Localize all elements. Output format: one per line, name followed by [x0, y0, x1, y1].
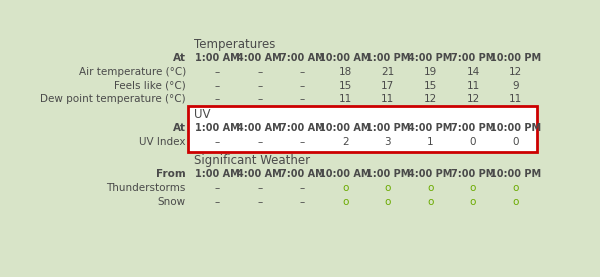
Text: 10:00 PM: 10:00 PM — [490, 123, 541, 133]
Text: UV Index: UV Index — [139, 137, 186, 147]
Text: 10:00 PM: 10:00 PM — [490, 53, 541, 63]
Text: 3: 3 — [385, 137, 391, 147]
Text: –: – — [257, 94, 262, 104]
Text: 12: 12 — [509, 67, 522, 77]
Text: 12: 12 — [466, 94, 479, 104]
Text: 1:00 AM: 1:00 AM — [195, 123, 239, 133]
Text: –: – — [215, 67, 220, 77]
Text: –: – — [215, 197, 220, 207]
Text: –: – — [300, 183, 305, 193]
Text: o: o — [427, 197, 434, 207]
Text: 19: 19 — [424, 67, 437, 77]
Text: Temperatures: Temperatures — [194, 37, 275, 50]
Text: 15: 15 — [424, 81, 437, 91]
Text: 11: 11 — [381, 94, 394, 104]
Text: 10:00 AM: 10:00 AM — [319, 123, 371, 133]
Text: 12: 12 — [424, 94, 437, 104]
Text: 7:00 AM: 7:00 AM — [280, 123, 325, 133]
Text: 1:00 AM: 1:00 AM — [195, 169, 239, 179]
Text: o: o — [342, 197, 348, 207]
Text: –: – — [215, 94, 220, 104]
Text: –: – — [300, 94, 305, 104]
Text: 0: 0 — [512, 137, 519, 147]
Text: UV: UV — [194, 107, 210, 120]
Text: 7:00 PM: 7:00 PM — [451, 53, 495, 63]
Text: 10:00 AM: 10:00 AM — [319, 53, 371, 63]
Text: –: – — [257, 183, 262, 193]
Text: –: – — [300, 137, 305, 147]
Text: 11: 11 — [338, 94, 352, 104]
Text: 15: 15 — [338, 81, 352, 91]
Text: 4:00 AM: 4:00 AM — [238, 169, 282, 179]
Text: 18: 18 — [338, 67, 352, 77]
Text: Snow: Snow — [158, 197, 186, 207]
Text: 11: 11 — [509, 94, 522, 104]
Text: 7:00 PM: 7:00 PM — [451, 169, 495, 179]
Text: –: – — [257, 81, 262, 91]
Text: o: o — [385, 183, 391, 193]
Text: From: From — [156, 169, 186, 179]
Text: o: o — [427, 183, 434, 193]
Text: 4:00 PM: 4:00 PM — [408, 169, 452, 179]
Text: 2: 2 — [342, 137, 349, 147]
Text: –: – — [215, 137, 220, 147]
Text: 11: 11 — [466, 81, 479, 91]
Text: 10:00 PM: 10:00 PM — [490, 169, 541, 179]
Text: 1:00 PM: 1:00 PM — [365, 53, 410, 63]
Text: –: – — [257, 137, 262, 147]
Text: 4:00 AM: 4:00 AM — [238, 53, 282, 63]
Text: o: o — [512, 197, 519, 207]
Text: Significant Weather: Significant Weather — [194, 154, 310, 167]
Text: Thunderstorms: Thunderstorms — [106, 183, 186, 193]
Text: o: o — [385, 197, 391, 207]
Text: –: – — [257, 67, 262, 77]
Text: 21: 21 — [381, 67, 394, 77]
Text: Dew point temperature (°C): Dew point temperature (°C) — [40, 94, 186, 104]
Text: Feels like (°C): Feels like (°C) — [114, 81, 186, 91]
Text: At: At — [173, 123, 186, 133]
Text: At: At — [173, 53, 186, 63]
Text: 0: 0 — [470, 137, 476, 147]
Text: 1: 1 — [427, 137, 434, 147]
Text: 1:00 PM: 1:00 PM — [365, 123, 410, 133]
Text: 1:00 AM: 1:00 AM — [195, 53, 239, 63]
Text: 7:00 AM: 7:00 AM — [280, 169, 325, 179]
Text: –: – — [215, 183, 220, 193]
Text: 10:00 AM: 10:00 AM — [319, 169, 371, 179]
Text: o: o — [342, 183, 348, 193]
Text: o: o — [512, 183, 519, 193]
Text: 1:00 PM: 1:00 PM — [365, 169, 410, 179]
Bar — [188, 106, 537, 152]
Text: 7:00 PM: 7:00 PM — [451, 123, 495, 133]
Text: 4:00 PM: 4:00 PM — [408, 53, 452, 63]
Text: 9: 9 — [512, 81, 519, 91]
Text: 4:00 AM: 4:00 AM — [238, 123, 282, 133]
Text: o: o — [470, 183, 476, 193]
Text: –: – — [300, 67, 305, 77]
Text: Air temperature (°C): Air temperature (°C) — [79, 67, 186, 77]
Text: –: – — [215, 81, 220, 91]
Text: 14: 14 — [466, 67, 479, 77]
Text: 7:00 AM: 7:00 AM — [280, 53, 325, 63]
Text: 17: 17 — [381, 81, 394, 91]
Text: o: o — [470, 197, 476, 207]
Text: –: – — [257, 197, 262, 207]
Text: –: – — [300, 81, 305, 91]
Text: 4:00 PM: 4:00 PM — [408, 123, 452, 133]
Text: –: – — [300, 197, 305, 207]
